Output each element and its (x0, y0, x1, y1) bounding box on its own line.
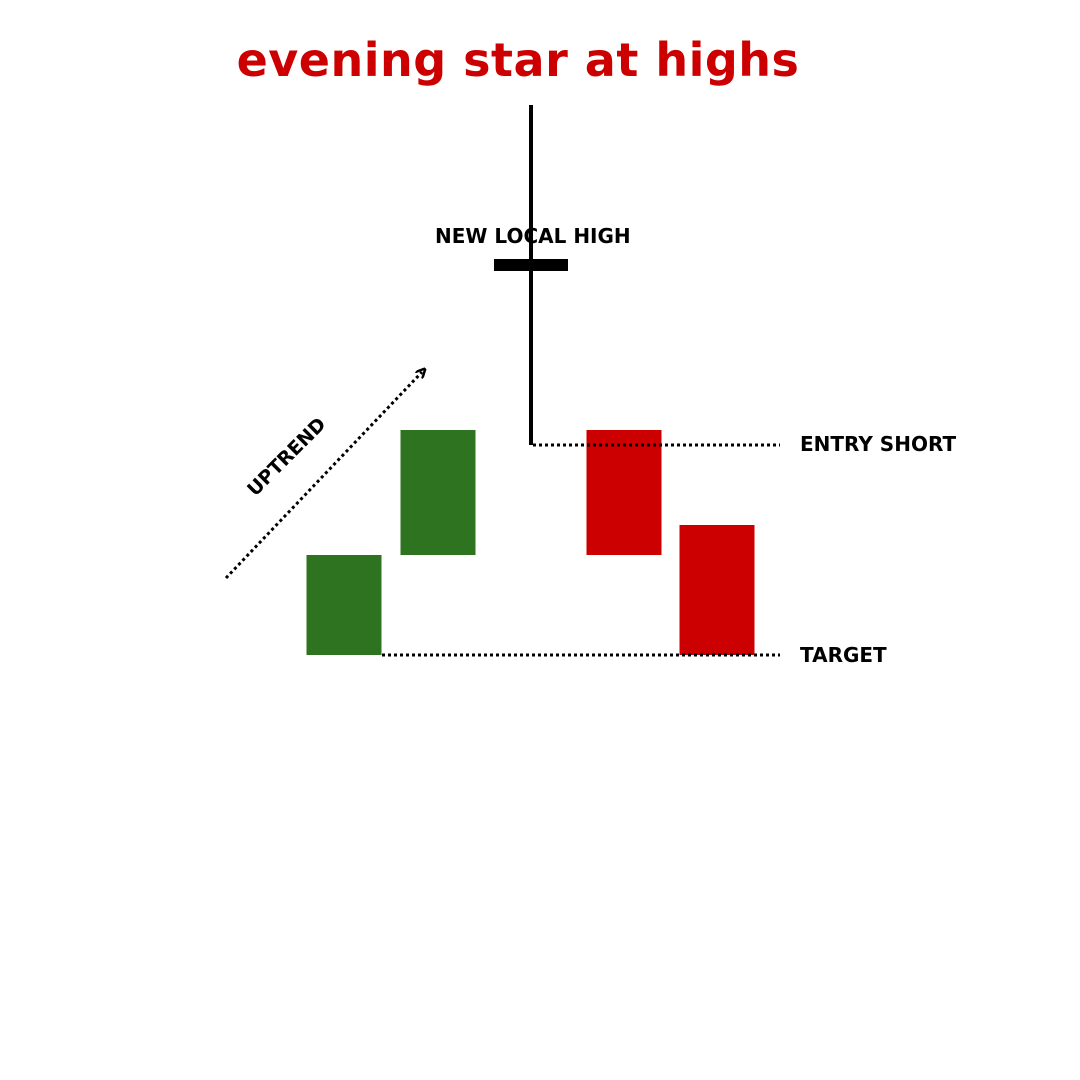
uptrend-arrow (224, 372, 422, 580)
doji-candle-body (494, 259, 568, 271)
bearish-candle-1 (586, 430, 662, 555)
entry-short-label: ENTRY SHORT (800, 432, 957, 456)
target-label: TARGET (800, 643, 887, 667)
diagram-title: evening star at highs (236, 33, 800, 87)
bullish-candle-1 (306, 555, 382, 655)
new-local-high-label: NEW LOCAL HIGH (435, 224, 631, 248)
bullish-candle-2 (400, 430, 476, 555)
bearish-candle-2 (679, 525, 755, 655)
